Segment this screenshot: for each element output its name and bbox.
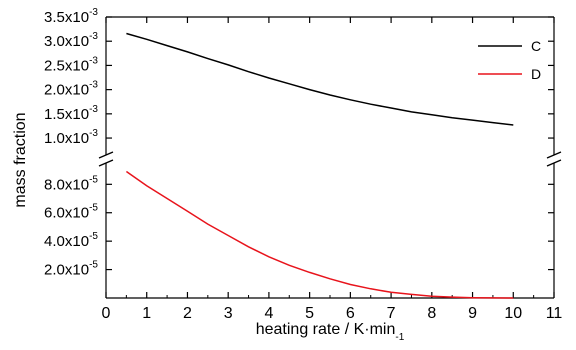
x-axis-ticks: 0 1 2 3 4 5 6 7 8 9 10 11 bbox=[102, 17, 563, 322]
y-tick-label-upper-1: 1.5x10-3 bbox=[44, 104, 98, 123]
x-tick-label-5: 5 bbox=[305, 305, 314, 322]
y-tick-exponent: -5 bbox=[89, 231, 98, 242]
x-tick-label-11: 11 bbox=[546, 305, 563, 322]
x-tick-label-9: 9 bbox=[468, 305, 477, 322]
y-tick-mantissa: 3.5x10 bbox=[44, 9, 89, 26]
axis-break-left-2 bbox=[98, 159, 114, 167]
y-tick-mantissa: 3.0x10 bbox=[44, 33, 89, 50]
y-tick-mantissa: 6.0x10 bbox=[44, 205, 89, 222]
y-tick-exponent: -3 bbox=[89, 80, 98, 91]
legend-label-c: C bbox=[531, 38, 541, 54]
y-tick-exponent: -3 bbox=[89, 31, 98, 42]
y-tick-mantissa: 4.0x10 bbox=[44, 233, 89, 250]
y-tick-mantissa: 1.5x10 bbox=[44, 106, 89, 123]
y-axis-ticks: 1.0x10-31.5x10-32.0x10-32.5x10-33.0x10-3… bbox=[44, 7, 554, 279]
y-tick-label-upper-0: 1.0x10-3 bbox=[44, 128, 98, 147]
x-tick-label-2: 2 bbox=[183, 305, 192, 322]
x-axis-label-superscript: -1 bbox=[395, 332, 404, 343]
series-line-d bbox=[125, 170, 514, 299]
x-tick-label-7: 7 bbox=[387, 305, 396, 322]
x-tick-label-3: 3 bbox=[224, 305, 233, 322]
series-line-c bbox=[126, 32, 514, 126]
x-axis-label-text: heating rate / K·min bbox=[256, 321, 396, 338]
x-tick-label-10: 10 bbox=[504, 305, 522, 322]
y-tick-label-upper-3: 2.5x10-3 bbox=[44, 55, 98, 74]
legend-label-d: D bbox=[531, 66, 541, 82]
x-tick-label-1: 1 bbox=[142, 305, 151, 322]
y-tick-label-lower-0: 2.0x10-5 bbox=[44, 260, 98, 279]
x-tick-label-8: 8 bbox=[427, 305, 436, 322]
y-tick-label-upper-4: 3.0x10-3 bbox=[44, 31, 98, 50]
axis-break-right-2 bbox=[546, 159, 562, 167]
series-lines bbox=[125, 32, 514, 299]
axis-break-right-1 bbox=[546, 151, 562, 159]
y-tick-exponent: -5 bbox=[89, 260, 98, 271]
axis-break-marks bbox=[98, 151, 562, 167]
legend: C D bbox=[478, 38, 541, 82]
y-tick-label-upper-2: 2.0x10-3 bbox=[44, 80, 98, 99]
x-tick-label-0: 0 bbox=[102, 305, 111, 322]
y-tick-exponent: -5 bbox=[89, 203, 98, 214]
y-tick-mantissa: 2.0x10 bbox=[44, 82, 89, 99]
y-tick-exponent: -5 bbox=[89, 174, 98, 185]
y-tick-exponent: -3 bbox=[89, 7, 98, 18]
x-axis-label: heating rate / K·min-1 bbox=[256, 321, 405, 343]
y-axis-label: mass fraction bbox=[12, 112, 29, 207]
y-tick-mantissa: 2.5x10 bbox=[44, 57, 89, 74]
y-tick-label-lower-3: 8.0x10-5 bbox=[44, 174, 98, 193]
y-tick-mantissa: 8.0x10 bbox=[44, 176, 89, 193]
y-tick-label-lower-2: 6.0x10-5 bbox=[44, 203, 98, 222]
axis-break-left-1 bbox=[98, 151, 114, 159]
x-tick-label-4: 4 bbox=[264, 305, 273, 322]
y-tick-exponent: -3 bbox=[89, 128, 98, 139]
y-tick-exponent: -3 bbox=[89, 104, 98, 115]
y-tick-mantissa: 2.0x10 bbox=[44, 262, 89, 279]
y-tick-mantissa: 1.0x10 bbox=[44, 130, 89, 147]
y-tick-label-lower-1: 4.0x10-5 bbox=[44, 231, 98, 250]
plot-frame bbox=[105, 16, 555, 299]
y-tick-exponent: -3 bbox=[89, 55, 98, 66]
x-tick-label-6: 6 bbox=[346, 305, 355, 322]
y-tick-label-upper-5: 3.5x10-3 bbox=[44, 7, 98, 26]
